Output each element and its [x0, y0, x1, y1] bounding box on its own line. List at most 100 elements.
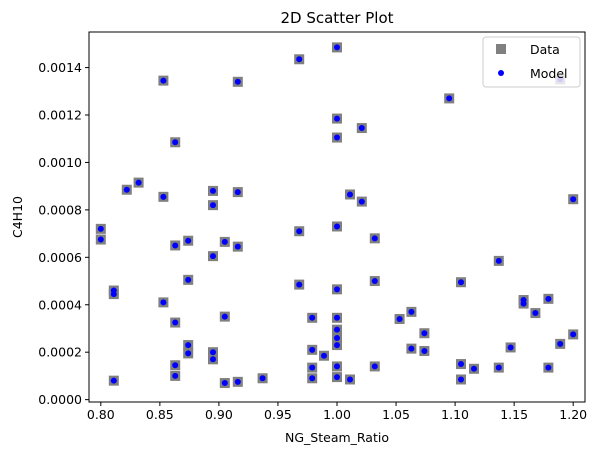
x-tick-label: 1.10: [441, 407, 469, 422]
model-point-66: [458, 376, 464, 383]
model-point-42: [334, 134, 340, 141]
model-point-49: [334, 363, 340, 370]
model-point-78: [570, 196, 577, 203]
model-point-24: [221, 238, 228, 245]
legend-model-marker: [498, 70, 504, 76]
model-point-41: [334, 115, 340, 122]
model-point-36: [309, 346, 316, 353]
model-point-20: [210, 202, 216, 209]
model-point-52: [346, 376, 353, 383]
model-point-17: [185, 342, 192, 349]
model-point-45: [334, 314, 340, 321]
model-point-44: [334, 286, 340, 293]
x-tick-label: 0.95: [264, 407, 292, 422]
model-point-1: [97, 236, 104, 243]
x-tick-label: 0.85: [146, 407, 174, 422]
model-point-23: [210, 356, 216, 363]
model-point-67: [470, 365, 477, 372]
plot-points: [95, 42, 579, 389]
model-point-5: [123, 186, 130, 193]
model-point-64: [458, 279, 464, 286]
model-point-39: [321, 352, 328, 359]
model-point-37: [309, 364, 316, 371]
legend-data-label: Data: [530, 42, 560, 57]
model-point-65: [458, 361, 464, 368]
legend-model-label: Model: [530, 66, 568, 81]
model-point-29: [234, 243, 241, 250]
x-tick-label: 1.05: [382, 407, 410, 422]
y-axis-title: C4H10: [10, 196, 25, 238]
model-point-51: [346, 191, 353, 198]
model-point-62: [421, 348, 428, 355]
model-point-73: [532, 310, 539, 317]
model-point-4: [110, 377, 117, 384]
y-tick-label: 0.0000: [38, 392, 82, 407]
model-point-57: [371, 363, 378, 370]
model-point-13: [172, 362, 179, 369]
model-point-27: [234, 78, 241, 85]
y-tick-label: 0.0014: [38, 60, 82, 75]
model-point-11: [172, 242, 179, 249]
x-tick-label: 1.20: [559, 407, 587, 422]
x-tick-label: 0.90: [205, 407, 233, 422]
model-point-18: [185, 350, 192, 357]
model-point-25: [221, 313, 228, 320]
model-point-47: [334, 334, 340, 341]
model-point-50: [334, 374, 340, 381]
model-point-59: [408, 308, 415, 315]
model-point-10: [172, 139, 179, 146]
model-point-74: [545, 295, 552, 302]
y-tick-label: 0.0008: [38, 202, 82, 217]
model-point-46: [334, 326, 340, 333]
model-point-9: [160, 299, 167, 306]
model-point-7: [160, 77, 167, 84]
model-point-40: [334, 44, 340, 51]
model-point-68: [495, 257, 502, 264]
model-point-14: [172, 372, 179, 379]
x-axis: 0.80 0.85 0.90 0.95 1.00 1.05 1.10 1.15 1.20: [87, 402, 587, 422]
model-point-26: [221, 380, 228, 387]
model-point-3: [110, 291, 117, 298]
y-tick-label: 0.0002: [38, 345, 82, 360]
model-point-33: [296, 228, 303, 235]
model-point-54: [358, 198, 365, 205]
model-point-19: [210, 187, 216, 194]
model-point-12: [172, 319, 179, 326]
legend-data-marker: [496, 44, 506, 54]
model-point-77: [557, 340, 564, 347]
model-point-70: [507, 344, 514, 351]
model-point-38: [309, 375, 316, 382]
model-point-8: [160, 193, 167, 200]
model-point-63: [446, 95, 453, 102]
model-point-58: [396, 315, 403, 322]
y-tick-label: 0.0006: [38, 250, 82, 265]
model-point-61: [421, 330, 428, 337]
model-point-28: [234, 189, 241, 196]
legend-box: [482, 36, 581, 88]
x-tick-label: 1.00: [323, 407, 351, 422]
y-axis: 0.0000 0.0002 0.0004 0.0006 0.0008 0.0010 0.00…: [38, 60, 89, 407]
x-tick-label: 1.15: [500, 407, 528, 422]
model-point-30: [234, 378, 241, 385]
x-tick-label: 0.80: [87, 407, 115, 422]
model-point-16: [185, 276, 192, 283]
model-point-35: [309, 314, 316, 321]
x-axis-title: NG_Steam_Ratio: [285, 430, 389, 445]
chart-title: 2D Scatter Plot: [280, 9, 393, 27]
model-point-21: [210, 253, 216, 260]
y-tick-label: 0.0010: [38, 155, 82, 170]
model-point-0: [97, 225, 104, 232]
model-point-69: [495, 364, 502, 371]
model-point-79: [570, 331, 577, 338]
model-point-60: [408, 345, 415, 352]
model-point-48: [334, 342, 340, 349]
model-point-22: [210, 349, 216, 356]
model-point-6: [135, 179, 142, 186]
legend: Data Model: [482, 36, 581, 88]
model-point-34: [296, 281, 303, 288]
model-point-43: [334, 223, 340, 230]
model-point-15: [185, 237, 192, 244]
y-tick-label: 0.0012: [38, 108, 82, 123]
model-point-72: [520, 300, 527, 307]
